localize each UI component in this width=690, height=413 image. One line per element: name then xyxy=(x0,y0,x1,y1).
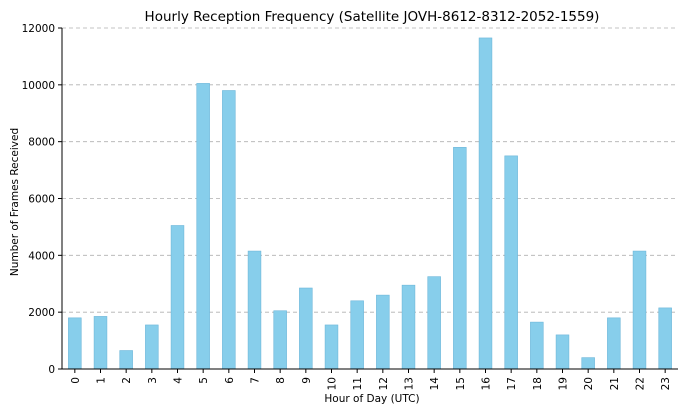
x-tick-label: 22 xyxy=(635,377,647,390)
bar-hour-4 xyxy=(170,225,185,370)
bar-hour-16 xyxy=(478,37,493,370)
x-tick-label: 16 xyxy=(481,377,493,391)
y-tick-label: 6000 xyxy=(28,194,55,206)
bar-hour-19 xyxy=(555,334,570,370)
x-tick-label: 19 xyxy=(558,377,570,390)
x-tick-label: 0 xyxy=(70,377,82,384)
bar-hour-22 xyxy=(632,250,647,370)
bar-hour-14 xyxy=(427,276,441,370)
bar-hour-20 xyxy=(581,357,595,370)
y-ticks: 0 2000 4000 6000 8000 10000 12000 xyxy=(22,23,62,376)
x-ticks: 0 1 2 3 4 5 6 7 8 9 10 11 12 13 14 15 16 17 18 19 20 21 22 23 xyxy=(70,369,672,390)
bar-hour-0 xyxy=(68,317,82,370)
y-tick-label: 4000 xyxy=(28,250,55,262)
bar-hour-9 xyxy=(299,287,313,370)
y-tick-label: 12000 xyxy=(22,23,55,35)
x-tick-label: 9 xyxy=(301,377,313,384)
bar-hour-11 xyxy=(350,300,364,370)
bar-hour-23 xyxy=(658,307,672,370)
x-axis-label: Hour of Day (UTC) xyxy=(324,393,419,405)
bar-hour-7 xyxy=(247,250,262,370)
x-tick-label: 8 xyxy=(275,377,287,384)
y-axis-label: Number of Frames Received xyxy=(9,128,21,276)
bar-hour-21 xyxy=(607,317,621,370)
x-tick-label: 10 xyxy=(327,377,339,390)
y-tick-label: 8000 xyxy=(28,137,55,149)
bar-hour-12 xyxy=(376,294,390,370)
bar-hour-6 xyxy=(222,90,236,370)
x-tick-label: 20 xyxy=(583,377,595,390)
y-tick-label: 10000 xyxy=(22,80,55,92)
gridlines xyxy=(62,27,678,313)
x-tick-label: 5 xyxy=(198,377,210,384)
bar-hour-10 xyxy=(324,324,339,370)
chart-title: Hourly Reception Frequency (Satellite JO… xyxy=(145,9,600,25)
x-tick-label: 17 xyxy=(506,377,518,390)
x-tick-label: 15 xyxy=(455,377,467,390)
x-tick-label: 23 xyxy=(660,377,672,390)
bars xyxy=(68,37,672,370)
x-tick-label: 12 xyxy=(378,377,390,390)
bar-hour-13 xyxy=(401,284,416,370)
bar-hour-3 xyxy=(145,324,159,370)
x-tick-label: 11 xyxy=(352,377,364,390)
y-tick-label: 0 xyxy=(48,364,55,376)
x-tick-label: 21 xyxy=(609,377,621,390)
y-tick-label: 2000 xyxy=(28,307,55,319)
x-tick-label: 7 xyxy=(250,377,262,384)
x-tick-label: 4 xyxy=(173,377,185,384)
bar-hour-15 xyxy=(453,147,467,370)
bar-hour-8 xyxy=(273,310,287,370)
bar-hour-1 xyxy=(93,316,108,370)
x-tick-label: 6 xyxy=(224,377,236,384)
x-tick-label: 13 xyxy=(404,377,416,390)
bar-hour-17 xyxy=(504,155,518,370)
x-tick-label: 3 xyxy=(147,377,159,384)
bar-hour-18 xyxy=(530,321,544,370)
x-tick-label: 14 xyxy=(429,377,441,391)
x-tick-label: 1 xyxy=(96,377,108,384)
bar-hour-2 xyxy=(119,350,133,370)
x-tick-label: 2 xyxy=(121,377,133,384)
x-tick-label: 18 xyxy=(532,377,544,390)
bar-hour-5 xyxy=(196,83,210,370)
